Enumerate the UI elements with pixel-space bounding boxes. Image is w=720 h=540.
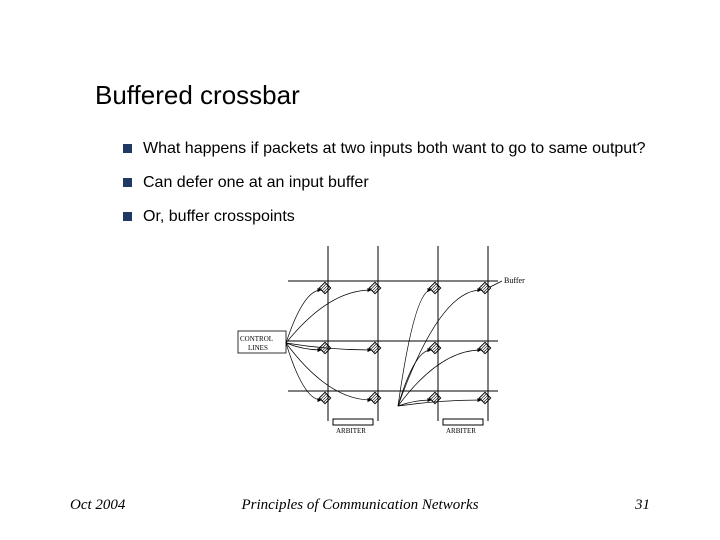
footer-page: 31 — [635, 497, 650, 514]
footer: Oct 2004 Principles of Communication Net… — [0, 497, 720, 514]
diagram-container: Buffer CONTROLLINES ARBITER ARBITER — [95, 241, 660, 441]
crossbar-diagram: Buffer CONTROLLINES ARBITER ARBITER — [228, 241, 528, 441]
bullet-list: What happens if packets at two inputs bo… — [95, 139, 660, 227]
footer-date: Oct 2004 — [70, 497, 125, 514]
slide: Buffered crossbar What happens if packet… — [0, 0, 720, 540]
svg-text:LINES: LINES — [248, 344, 268, 352]
bullet-item: Can defer one at an input buffer — [123, 173, 660, 193]
svg-text:CONTROL: CONTROL — [240, 335, 273, 343]
svg-text:ARBITER: ARBITER — [446, 427, 476, 435]
bullet-item: What happens if packets at two inputs bo… — [123, 139, 660, 159]
svg-text:Buffer: Buffer — [504, 276, 525, 285]
bullet-item: Or, buffer crosspoints — [123, 207, 660, 227]
svg-text:ARBITER: ARBITER — [336, 427, 366, 435]
footer-course: Principles of Communication Networks — [241, 497, 478, 514]
slide-title: Buffered crossbar — [95, 80, 660, 111]
